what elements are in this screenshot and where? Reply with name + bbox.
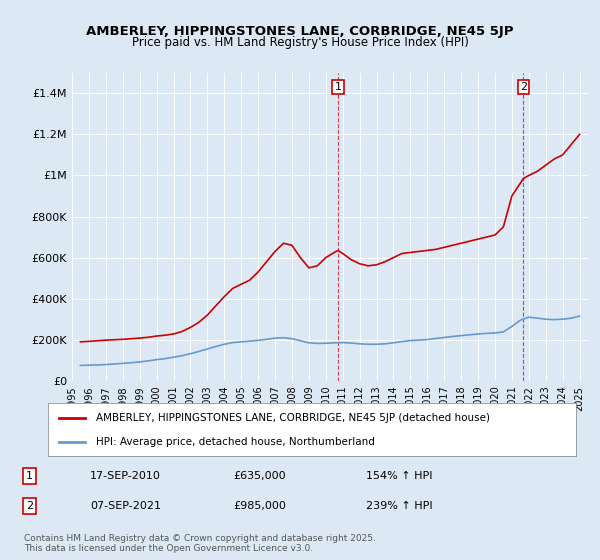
Text: AMBERLEY, HIPPINGSTONES LANE, CORBRIDGE, NE45 5JP: AMBERLEY, HIPPINGSTONES LANE, CORBRIDGE,… <box>86 25 514 38</box>
Text: 2: 2 <box>520 82 527 92</box>
Text: Price paid vs. HM Land Registry's House Price Index (HPI): Price paid vs. HM Land Registry's House … <box>131 36 469 49</box>
Text: 1: 1 <box>334 82 341 92</box>
Text: AMBERLEY, HIPPINGSTONES LANE, CORBRIDGE, NE45 5JP (detached house): AMBERLEY, HIPPINGSTONES LANE, CORBRIDGE,… <box>95 413 490 423</box>
Text: 154% ↑ HPI: 154% ↑ HPI <box>366 471 433 481</box>
Text: 1: 1 <box>26 471 33 481</box>
Text: HPI: Average price, detached house, Northumberland: HPI: Average price, detached house, Nort… <box>95 436 374 446</box>
Text: 239% ↑ HPI: 239% ↑ HPI <box>366 501 433 511</box>
Text: £985,000: £985,000 <box>234 501 287 511</box>
Text: 07-SEP-2021: 07-SEP-2021 <box>90 501 161 511</box>
Text: 2: 2 <box>26 501 33 511</box>
Text: Contains HM Land Registry data © Crown copyright and database right 2025.
This d: Contains HM Land Registry data © Crown c… <box>24 534 376 553</box>
Text: £635,000: £635,000 <box>234 471 286 481</box>
Text: 17-SEP-2010: 17-SEP-2010 <box>90 471 161 481</box>
